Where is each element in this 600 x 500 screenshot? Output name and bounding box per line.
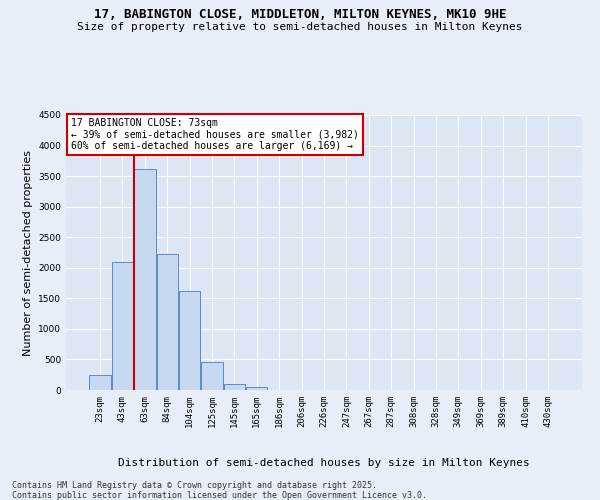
Text: Size of property relative to semi-detached houses in Milton Keynes: Size of property relative to semi-detach… [77, 22, 523, 32]
Bar [89, 374, 111, 390]
Text: Contains public sector information licensed under the Open Government Licence v3: Contains public sector information licen… [12, 491, 427, 500]
Text: Distribution of semi-detached houses by size in Milton Keynes: Distribution of semi-detached houses by … [118, 458, 530, 468]
Text: 17, BABINGTON CLOSE, MIDDLETON, MILTON KEYNES, MK10 9HE: 17, BABINGTON CLOSE, MIDDLETON, MILTON K… [94, 8, 506, 20]
Bar [134, 169, 155, 390]
Bar [224, 384, 245, 390]
Bar [157, 254, 178, 390]
Bar [246, 387, 268, 390]
Bar [112, 262, 133, 390]
Text: Contains HM Land Registry data © Crown copyright and database right 2025.: Contains HM Land Registry data © Crown c… [12, 481, 377, 490]
Bar [202, 362, 223, 390]
Text: 17 BABINGTON CLOSE: 73sqm
← 39% of semi-detached houses are smaller (3,982)
60% : 17 BABINGTON CLOSE: 73sqm ← 39% of semi-… [71, 118, 359, 151]
Bar [179, 291, 200, 390]
Y-axis label: Number of semi-detached properties: Number of semi-detached properties [23, 150, 32, 356]
